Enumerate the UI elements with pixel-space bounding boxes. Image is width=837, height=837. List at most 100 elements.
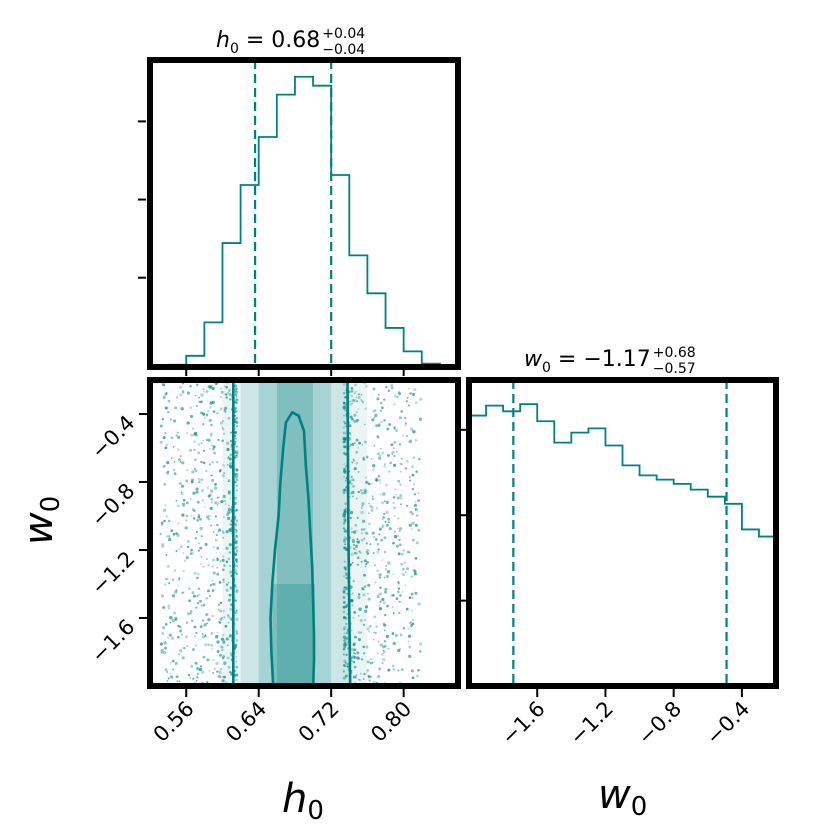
scatter-point <box>344 604 348 608</box>
scatter-point <box>342 431 346 435</box>
w0-hist-xtick-label-0: −1.6 <box>497 697 550 750</box>
scatter-point <box>180 407 184 411</box>
scatter-point <box>228 551 232 554</box>
scatter-point <box>408 439 413 443</box>
scatter-point <box>362 458 366 461</box>
scatter-point <box>343 440 346 443</box>
scatter-point <box>352 648 356 652</box>
scatter-point <box>235 630 238 633</box>
scatter-point <box>176 680 179 682</box>
scatter-point <box>189 406 192 409</box>
scatter-point <box>171 618 176 623</box>
scatter-point <box>397 649 401 653</box>
scatter-point <box>371 418 375 422</box>
scatter-point <box>167 411 170 414</box>
scatter-point <box>219 421 223 425</box>
scatter-point <box>363 618 367 622</box>
scatter-point <box>186 539 191 544</box>
scatter-point <box>225 393 228 396</box>
scatter-point <box>353 419 357 423</box>
scatter-point <box>374 413 378 417</box>
scatter-point <box>217 531 219 534</box>
scatter-point <box>200 442 203 445</box>
scatter-point <box>402 567 405 571</box>
scatter-point <box>227 581 230 584</box>
scatter-point <box>401 572 405 576</box>
scatter-point <box>364 440 367 444</box>
scatter-point <box>228 457 232 461</box>
scatter-point <box>413 572 417 576</box>
scatter-point <box>210 423 213 427</box>
scatter-point <box>180 491 183 494</box>
scatter-point <box>200 400 204 403</box>
scatter-point <box>393 463 397 467</box>
scatter-point <box>374 632 377 634</box>
scatter-point <box>343 645 347 649</box>
scatter-point <box>371 506 374 509</box>
scatter-point <box>374 537 378 541</box>
scatter-point <box>178 653 180 656</box>
scatter-point <box>342 635 347 639</box>
scatter-point <box>360 399 363 401</box>
scatter-point <box>235 398 239 402</box>
scatter-point <box>228 504 230 507</box>
scatter-point <box>228 528 231 531</box>
scatter-point <box>199 526 203 531</box>
scatter-point <box>358 607 362 611</box>
scatter-point <box>353 655 357 659</box>
scatter-point <box>186 545 190 549</box>
scatter-point <box>206 622 209 625</box>
scatter-point <box>176 675 179 678</box>
scatter-point <box>351 442 355 446</box>
scatter-point <box>216 504 219 506</box>
scatter-point <box>165 515 168 518</box>
title-w0-minus: −0.57 <box>653 361 696 377</box>
scatter-point <box>399 470 402 473</box>
scatter-point <box>229 617 233 621</box>
scatter-point <box>385 604 389 608</box>
scatter-point <box>370 483 373 485</box>
scatter-point <box>342 610 346 614</box>
scatter-point <box>193 440 196 443</box>
scatter-point <box>361 504 364 507</box>
scatter-point <box>384 567 388 571</box>
scatter-point <box>360 538 364 542</box>
scatter-point <box>407 634 412 638</box>
scatter-point <box>411 465 414 469</box>
scatter-point <box>222 609 225 612</box>
scatter-point <box>192 491 196 495</box>
scatter-point <box>386 453 390 457</box>
scatter-point <box>225 637 229 641</box>
scatter-point <box>392 501 396 505</box>
scatter-point <box>174 406 178 410</box>
scatter-point <box>233 552 238 557</box>
scatter-point <box>398 648 402 651</box>
scatter-point <box>216 461 219 464</box>
scatter-point <box>378 478 381 482</box>
scatter-point <box>342 414 345 417</box>
scatter-point <box>382 657 386 662</box>
scatter-point <box>186 432 189 434</box>
scatter-point <box>414 557 418 560</box>
scatter-point <box>357 556 360 559</box>
scatter-point <box>376 595 380 599</box>
scatter-point <box>219 408 222 411</box>
scatter-point <box>392 668 396 671</box>
scatter-point <box>198 396 201 399</box>
scatter-point <box>209 448 211 450</box>
scatter-point <box>387 517 391 521</box>
scatter-point <box>169 418 173 421</box>
scatter-point <box>162 395 166 400</box>
scatter-point <box>386 427 390 431</box>
scatter-point <box>211 589 215 592</box>
scatter-point <box>350 629 353 632</box>
scatter-point <box>220 601 223 604</box>
scatter-point <box>343 517 347 522</box>
scatter-point <box>200 411 204 415</box>
scatter-point <box>234 546 238 549</box>
scatter-point <box>355 438 359 442</box>
scatter-point <box>222 655 226 658</box>
scatter-point <box>198 400 201 403</box>
scatter-point <box>342 664 346 667</box>
scatter-point <box>373 536 376 539</box>
